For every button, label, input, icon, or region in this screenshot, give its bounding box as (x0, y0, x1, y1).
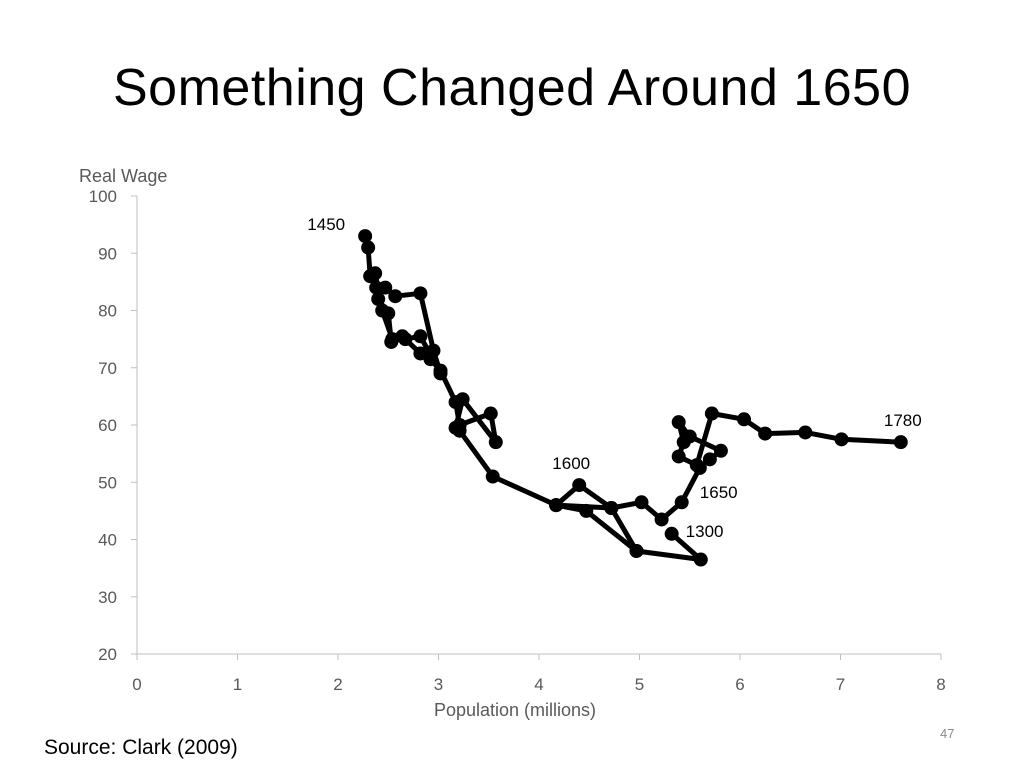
data-point (702, 452, 717, 467)
data-point (363, 269, 378, 284)
chart-series (358, 229, 908, 567)
y-tick-label: 80 (98, 302, 117, 321)
data-point (579, 503, 594, 518)
data-point (549, 498, 564, 513)
data-point (375, 303, 390, 318)
data-point (654, 512, 669, 527)
data-point (358, 229, 373, 244)
data-point (413, 286, 428, 301)
data-point (758, 426, 773, 441)
y-tick-label: 20 (98, 645, 117, 664)
x-tick-label: 6 (735, 675, 744, 694)
data-point (361, 240, 376, 255)
y-tick-label: 60 (98, 416, 117, 435)
data-point (388, 289, 403, 304)
y-tick-label: 70 (98, 359, 117, 378)
data-point (485, 469, 500, 484)
point-label-1300: 1300 (686, 522, 724, 541)
data-point (676, 435, 691, 450)
y-tick-label: 90 (98, 244, 117, 263)
data-point (664, 526, 679, 541)
data-point (378, 280, 393, 295)
x-tick-label: 2 (333, 675, 342, 694)
data-point (634, 495, 649, 510)
point-label-1650: 1650 (700, 483, 738, 502)
chart-labels: 1450 1600 1650 1300 1780 (307, 215, 921, 541)
slide-title: Something Changed Around 1650 (112, 59, 911, 117)
data-point (671, 415, 686, 430)
data-point (604, 501, 619, 516)
data-point (426, 343, 441, 358)
y-tick-label: 30 (98, 588, 117, 607)
data-point (488, 435, 503, 450)
x-tick-label: 0 (132, 675, 141, 694)
slide-number: 47 (940, 726, 955, 741)
data-point (737, 412, 752, 427)
data-point (671, 449, 686, 464)
x-tick-label: 7 (836, 675, 845, 694)
data-point (572, 478, 587, 493)
data-point (398, 332, 413, 347)
data-point (693, 552, 708, 567)
point-label-1780: 1780 (884, 411, 922, 430)
y-tick-label: 100 (89, 187, 117, 206)
x-tick-label: 1 (233, 675, 242, 694)
x-tick-label: 8 (936, 675, 945, 694)
data-point (413, 329, 428, 344)
data-point (385, 332, 400, 347)
y-axis-title: Real Wage (79, 166, 167, 186)
point-label-1450: 1450 (307, 215, 345, 234)
data-point (704, 406, 719, 421)
data-point (452, 418, 467, 432)
data-point (433, 366, 448, 381)
data-point (834, 432, 849, 447)
point-label-1600: 1600 (552, 454, 590, 473)
data-point (371, 292, 386, 307)
data-point (893, 435, 908, 450)
x-tick-label: 3 (434, 675, 443, 694)
source-citation: Source: Clark (2009) (44, 736, 238, 759)
data-point (483, 406, 498, 421)
series-line (608, 411, 904, 562)
x-axis-title: Population (millions) (434, 700, 596, 720)
series-line (362, 233, 639, 554)
x-tick-label: 4 (534, 675, 543, 694)
data-point (689, 458, 704, 473)
chart-axes: 20 30 40 50 60 70 80 90 100 0 1 2 3 4 5 6 7 8 Real Wage Pop… (79, 166, 946, 720)
data-point (413, 346, 428, 361)
data-point (674, 495, 689, 510)
data-point (448, 395, 463, 410)
y-tick-label: 40 (98, 531, 117, 550)
data-point (798, 425, 813, 440)
y-tick-label: 50 (98, 473, 117, 492)
x-tick-label: 5 (635, 675, 644, 694)
data-point (713, 443, 728, 458)
data-point (629, 543, 644, 558)
